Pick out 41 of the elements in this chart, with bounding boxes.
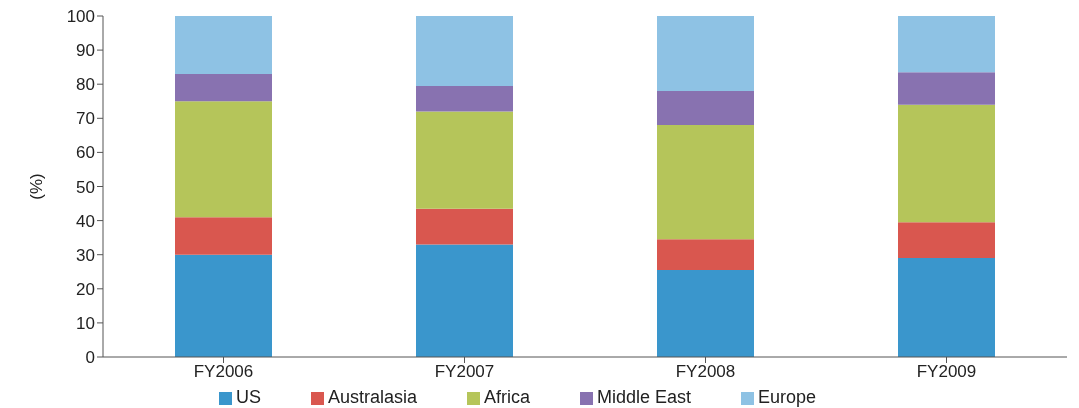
- y-tick-label: 90: [76, 41, 95, 61]
- bar: [898, 16, 995, 73]
- x-tick-label: FY2006: [193, 362, 254, 382]
- y-tick-label: 50: [76, 177, 95, 197]
- bar: [657, 125, 754, 240]
- bar: [657, 239, 754, 271]
- legend-label: Middle East: [596, 387, 692, 407]
- bar: [416, 85, 513, 112]
- y-tick-label: 0: [85, 348, 95, 368]
- y-tick-label: 10: [76, 313, 95, 333]
- x-tick-label: FY2007: [434, 362, 495, 382]
- y-tick-label: 30: [76, 245, 95, 265]
- bar: [175, 101, 272, 218]
- y-tick-label: 40: [76, 211, 95, 231]
- bar: [416, 244, 513, 357]
- bar: [898, 72, 995, 105]
- bar: [175, 73, 272, 102]
- x-tick-label: FY2008: [675, 362, 736, 382]
- bar: [898, 104, 995, 223]
- bar: [175, 16, 272, 74]
- legend-label: Europe: [758, 387, 817, 407]
- y-tick-label: 70: [76, 109, 95, 129]
- bar: [175, 217, 272, 255]
- legend-label: US: [235, 387, 261, 407]
- y-tick-label: 80: [76, 75, 95, 95]
- legend-label: Africa: [483, 387, 530, 407]
- y-tick-label: 20: [76, 279, 95, 299]
- bar: [416, 111, 513, 209]
- bar: [416, 16, 513, 86]
- bar: [898, 258, 995, 357]
- y-tick-label: 100: [66, 7, 95, 27]
- bar: [175, 254, 272, 357]
- bar: [898, 222, 995, 259]
- y-tick-label: 60: [76, 143, 95, 163]
- bar: [657, 16, 754, 92]
- x-tick-label: FY2009: [916, 362, 977, 382]
- y-axis-title: (%): [27, 173, 47, 200]
- bar: [657, 91, 754, 126]
- bar: [657, 270, 754, 357]
- legend-label: Australasia: [327, 387, 417, 407]
- bar: [416, 208, 513, 245]
